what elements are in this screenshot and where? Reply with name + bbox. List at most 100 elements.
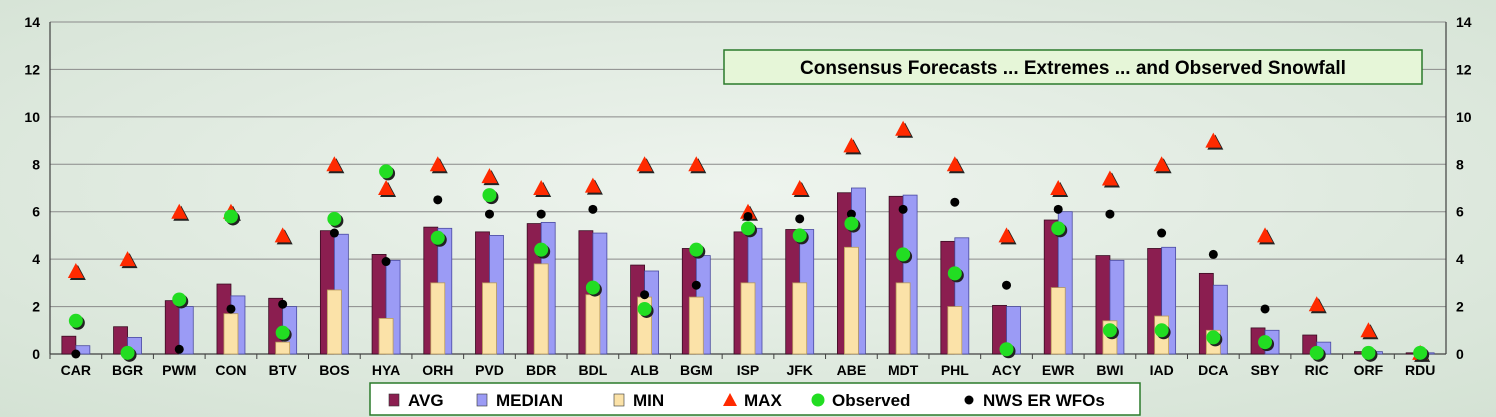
marker-nws <box>743 211 753 221</box>
marker-nws <box>898 204 908 214</box>
bar-min <box>430 282 446 355</box>
marker-observed <box>844 216 859 231</box>
marker-max <box>1205 132 1222 148</box>
marker-observed <box>275 325 290 340</box>
bar-min <box>378 318 394 355</box>
x-category-label: ACY <box>992 362 1022 378</box>
marker-nws <box>226 304 236 314</box>
marker-max <box>946 156 963 172</box>
y-tick-label-right: 12 <box>1456 61 1472 77</box>
marker-nws <box>174 344 184 354</box>
y-tick-label-right: 8 <box>1456 156 1464 172</box>
x-category-label: PVD <box>475 362 504 378</box>
bar-min <box>895 282 911 355</box>
marker-max <box>326 156 343 172</box>
marker-observed <box>947 266 962 281</box>
marker-observed <box>482 188 497 203</box>
x-category-label: DCA <box>1198 362 1228 378</box>
bar-min <box>223 313 239 355</box>
bar-min <box>1050 287 1066 355</box>
x-category-label: BDR <box>526 362 556 378</box>
x-axis-categories: CAR BGR PWM CON BTV BOS HYA ORH PVD BDR BDL ALB BGM I… <box>61 362 1436 378</box>
x-category-label: BDL <box>578 362 607 378</box>
y-tick-label-left: 6 <box>32 204 40 220</box>
marker-observed <box>1051 221 1066 236</box>
marker-max <box>998 227 1015 243</box>
marker-max <box>1101 170 1118 186</box>
x-category-label: RDU <box>1405 362 1435 378</box>
marker-observed <box>327 211 342 226</box>
x-category-label: RIC <box>1305 362 1329 378</box>
marker-observed <box>896 247 911 262</box>
x-category-label: HYA <box>372 362 400 378</box>
bar-min <box>326 289 342 355</box>
marker-observed <box>1102 323 1117 338</box>
x-category-label: BGR <box>112 362 143 378</box>
marker-nws <box>1105 209 1115 219</box>
marker-observed <box>1258 335 1273 350</box>
marker-nws <box>640 290 650 300</box>
marker-observed <box>223 209 238 224</box>
y-tick-label-right: 10 <box>1456 109 1472 125</box>
legend-label: NWS ER WFOs <box>983 391 1105 410</box>
chart-title: Consensus Forecasts ... Extremes ... and… <box>800 58 1346 79</box>
marker-max <box>171 203 188 219</box>
x-category-label: MDT <box>888 362 919 378</box>
legend-label: MEDIAN <box>496 391 563 410</box>
bar-min <box>275 341 291 355</box>
marker-nws <box>433 195 443 205</box>
marker-observed <box>1361 345 1376 360</box>
chart-title-box: Consensus Forecasts ... Extremes ... and… <box>723 49 1423 85</box>
legend-swatch <box>964 395 974 405</box>
x-category-label: ORH <box>422 362 453 378</box>
y-tick-label-left: 10 <box>24 109 40 125</box>
x-category-label: JFK <box>786 362 812 378</box>
x-category-label: BOS <box>319 362 349 378</box>
marker-max <box>378 180 395 195</box>
marker-nws <box>536 209 546 219</box>
marker-nws <box>1002 280 1012 290</box>
legend: AVG MEDIAN MIN MAX Observed NWS ER WFOs <box>369 382 1141 416</box>
x-category-label: PWM <box>162 362 196 378</box>
marker-max <box>429 156 446 172</box>
marker-observed <box>120 345 135 360</box>
x-category-label: ALB <box>630 362 659 378</box>
x-category-label: BGM <box>680 362 713 378</box>
legend-label: MAX <box>744 391 782 410</box>
marker-max <box>636 156 653 172</box>
y-tick-label-right: 0 <box>1456 346 1464 362</box>
x-category-label: IAD <box>1150 362 1174 378</box>
marker-nws <box>278 299 288 309</box>
marker-max <box>895 120 912 136</box>
bar-min <box>947 306 963 355</box>
marker-nws <box>1053 204 1063 214</box>
y-tick-label-left: 2 <box>32 299 40 315</box>
x-category-label: CAR <box>61 362 91 378</box>
x-category-label: ISP <box>737 362 760 378</box>
marker-max <box>119 251 136 267</box>
bar-min <box>482 282 497 355</box>
y-tick-label-right: 6 <box>1456 204 1464 220</box>
marker-observed <box>1413 345 1428 360</box>
marker-observed <box>741 221 755 236</box>
y-tick-label-left: 0 <box>32 346 40 362</box>
bar-min <box>740 282 756 355</box>
x-category-label: ORF <box>1354 362 1384 378</box>
marker-nws <box>1208 249 1218 259</box>
marker-observed <box>1206 330 1221 345</box>
marker-nws <box>795 214 805 224</box>
x-category-label: BWI <box>1096 362 1123 378</box>
bar-avg <box>61 335 77 355</box>
bar-min <box>844 246 859 355</box>
marker-observed <box>689 242 704 257</box>
marker-observed <box>1154 323 1169 338</box>
marker-observed <box>172 292 187 307</box>
marker-nws <box>588 204 598 214</box>
bar-min <box>792 282 808 355</box>
marker-max <box>1257 227 1274 243</box>
marker-max <box>1153 156 1170 172</box>
x-category-label: PHL <box>941 362 969 378</box>
marker-observed <box>534 242 549 257</box>
bar-min <box>585 294 601 355</box>
marker-observed <box>1309 345 1324 360</box>
